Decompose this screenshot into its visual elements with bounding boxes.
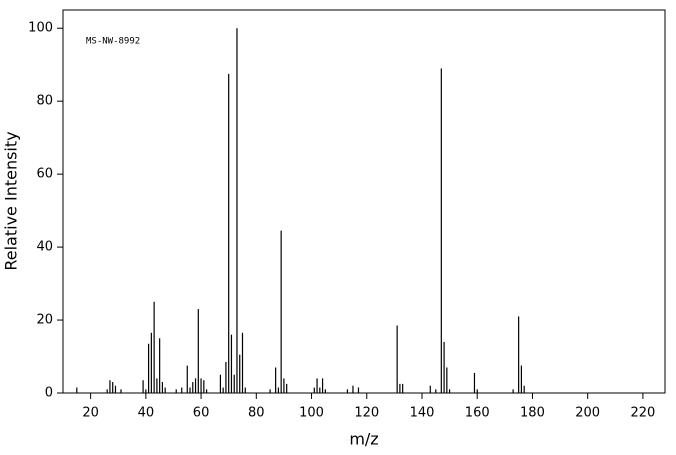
x-tick-label: 180 bbox=[520, 406, 545, 421]
x-tick-label: 40 bbox=[138, 406, 155, 421]
x-tick-label: 220 bbox=[630, 406, 655, 421]
x-tick-label: 20 bbox=[82, 406, 99, 421]
x-tick-label: 80 bbox=[248, 406, 265, 421]
x-tick-label: 60 bbox=[193, 406, 210, 421]
x-tick-label: 140 bbox=[410, 406, 435, 421]
x-tick-label: 120 bbox=[354, 406, 379, 421]
x-tick-label: 200 bbox=[575, 406, 600, 421]
y-tick-label: 100 bbox=[28, 21, 53, 36]
y-tick-label: 80 bbox=[36, 94, 53, 109]
x-tick-label: 100 bbox=[299, 406, 324, 421]
x-tick-label: 160 bbox=[465, 406, 490, 421]
y-axis-label: Relative Intensity bbox=[2, 131, 21, 270]
plot-frame bbox=[62, 9, 666, 394]
y-tick-label: 0 bbox=[45, 386, 53, 401]
y-tick-label: 20 bbox=[36, 313, 53, 328]
y-tick-label: 40 bbox=[36, 240, 53, 255]
y-tick-label: 60 bbox=[36, 167, 53, 182]
x-axis-label: m/z bbox=[349, 430, 378, 449]
annotation: MS-NW-8992 bbox=[86, 37, 140, 47]
